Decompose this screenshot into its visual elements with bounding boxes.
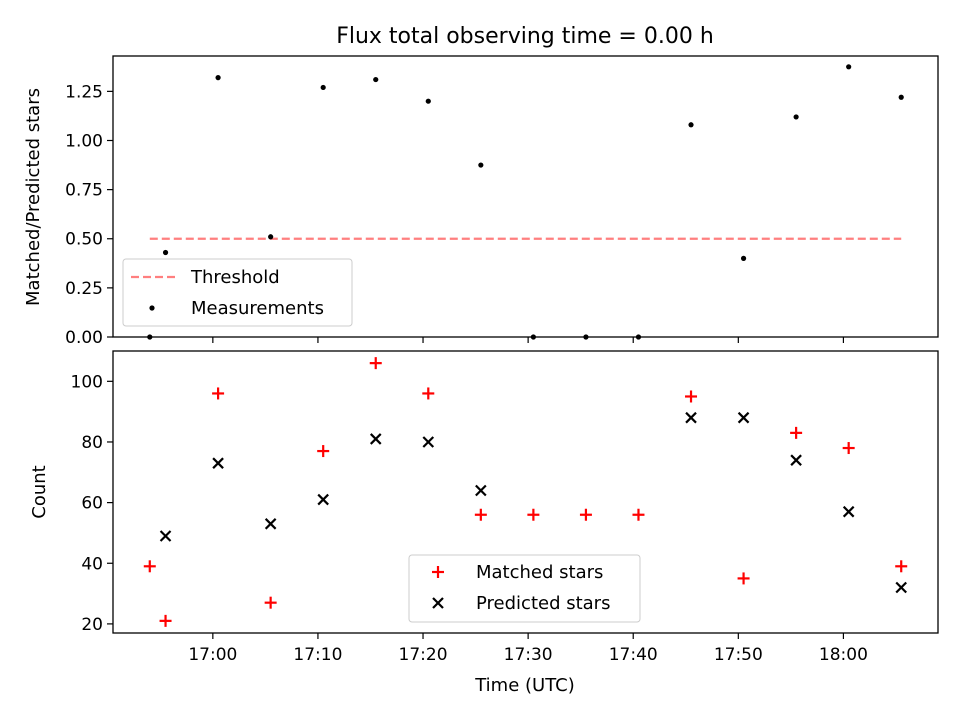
measurement-point (215, 75, 221, 81)
y-tick-label: 60 (81, 494, 103, 514)
y-tick-label: 0.00 (65, 328, 103, 348)
flux-ratio-panel: Flux total observing time = 0.00 h 0.000… (23, 24, 939, 348)
matched-star-point (632, 508, 645, 521)
y-tick-label: 20 (81, 615, 103, 635)
measurement-point (846, 64, 852, 70)
predicted-stars-series (159, 411, 907, 594)
matched-star-point (895, 560, 908, 573)
top-plot-area (112, 55, 939, 338)
predicted-star-point (212, 457, 224, 469)
matched-star-point (264, 596, 277, 609)
bottom-x-axis: 17:00 17:10 17:20 17:30 17:40 17:50 18:00 (188, 633, 868, 665)
x-tick-label: 17:50 (714, 645, 763, 665)
matched-star-point (159, 614, 172, 627)
measurement-point (425, 98, 431, 104)
y-tick-label: 40 (81, 554, 103, 574)
matched-star-point (317, 445, 330, 458)
measurement-point (793, 114, 799, 120)
matched-star-point (143, 560, 156, 573)
predicted-star-point (842, 505, 855, 518)
predicted-star-point (790, 454, 802, 466)
predicted-star-point (895, 581, 907, 594)
measurement-point (320, 84, 326, 91)
legend-threshold-label: Threshold (190, 267, 280, 288)
matched-star-point (527, 508, 540, 521)
legend-measurements-swatch (149, 305, 155, 311)
matched-star-point (579, 508, 592, 521)
legend-predicted-label: Predicted stars (476, 593, 610, 614)
y-tick-label: 0.75 (65, 181, 103, 201)
bottom-y-axis: 20 40 60 80 100 (71, 372, 113, 635)
matched-star-point (685, 390, 698, 403)
legend-predicted-swatch (432, 597, 444, 609)
measurement-point (530, 334, 536, 340)
y-tick-label: 0.25 (65, 279, 103, 299)
y-tick-label: 0.50 (65, 230, 103, 250)
predicted-star-point (422, 436, 435, 448)
measurement-point (688, 122, 694, 128)
top-legend: Threshold Measurements (122, 258, 353, 327)
x-tick-label: 17:20 (399, 645, 448, 665)
bottom-legend: Matched stars Predicted stars (408, 554, 641, 623)
top-y-axis: 0.00 0.25 0.50 0.75 1.00 1.25 (65, 82, 113, 348)
predicted-star-point (264, 518, 277, 530)
predicted-star-point (737, 411, 750, 424)
top-y-axis-label: Matched/Predicted stars (23, 88, 44, 306)
measurement-point (583, 334, 589, 340)
bottom-y-axis-label: Count (29, 465, 50, 518)
matched-star-point (212, 387, 225, 400)
predicted-star-point (475, 484, 487, 497)
y-tick-label: 1.00 (65, 131, 103, 151)
chart-title: Flux total observing time = 0.00 h (336, 24, 714, 49)
y-tick-label: 1.25 (65, 82, 103, 102)
predicted-star-point (317, 493, 329, 506)
measurements-series (147, 64, 904, 340)
measurement-point (147, 334, 153, 340)
y-tick-label: 100 (71, 372, 103, 392)
legend-matched-swatch (432, 566, 444, 578)
measurement-point (373, 76, 379, 83)
predicted-star-point (685, 411, 697, 424)
y-tick-label: 80 (81, 433, 103, 453)
x-tick-label: 17:30 (504, 645, 553, 665)
x-axis-label: Time (UTC) (474, 675, 575, 696)
predicted-star-point (369, 433, 382, 445)
measurement-point (898, 94, 904, 100)
matched-star-point (790, 426, 803, 439)
matched-star-point (369, 357, 382, 370)
legend-measurements-label: Measurements (191, 298, 324, 319)
matched-star-point (422, 387, 435, 400)
matched-star-point (842, 442, 855, 455)
top-x-ticks (212, 337, 845, 343)
predicted-star-point (159, 530, 172, 542)
matched-stars-series (143, 357, 908, 627)
x-tick-label: 17:40 (609, 645, 658, 665)
matched-star-point (737, 572, 750, 585)
measurement-point (635, 334, 642, 340)
legend-matched-label: Matched stars (476, 562, 603, 583)
measurement-point (162, 249, 169, 256)
x-tick-label: 17:00 (188, 645, 237, 665)
x-tick-label: 18:00 (819, 645, 868, 665)
measurement-point (268, 234, 274, 240)
bottom-plot-area (112, 350, 939, 634)
measurement-point (740, 255, 747, 261)
measurement-point (478, 162, 484, 168)
matched-star-point (474, 508, 487, 521)
x-tick-label: 17:10 (293, 645, 342, 665)
